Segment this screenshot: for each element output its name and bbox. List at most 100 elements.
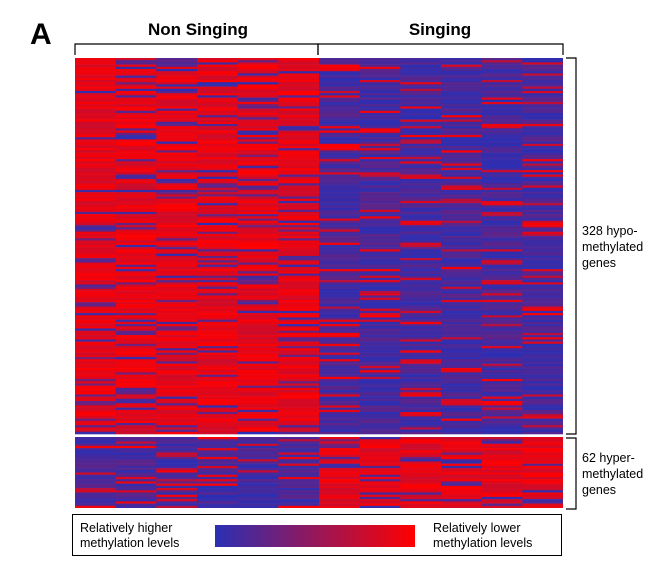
heatmap-cell: [75, 64, 117, 68]
heatmap-cell: [400, 176, 442, 180]
heatmap-cell: [237, 465, 279, 469]
heatmap-cell: [441, 282, 483, 285]
heatmap-cell: [522, 275, 563, 279]
heatmap-cell: [400, 492, 442, 495]
heatmap-cell: [237, 115, 279, 118]
heatmap-cell: [197, 167, 239, 171]
heatmap-cell: [278, 275, 320, 279]
heatmap-cell: [237, 420, 279, 424]
heatmap-cell: [197, 501, 239, 504]
heatmap-cell: [400, 108, 442, 112]
heatmap-cell: [278, 337, 320, 340]
heatmap-cell: [400, 167, 442, 171]
heatmap-cell: [75, 365, 117, 369]
heatmap-cell: [156, 332, 198, 336]
heatmap-cell: [319, 88, 361, 92]
heatmap-cell: [278, 93, 320, 96]
heatmap-cell: [237, 194, 279, 197]
heatmap-cell: [197, 200, 239, 204]
heatmap-cell: [522, 439, 563, 442]
heatmap-cell: [319, 64, 361, 68]
heatmap-cell: [319, 461, 361, 464]
heatmap-cell: [197, 62, 239, 65]
heatmap-cell: [441, 79, 483, 83]
heatmap-cell: [481, 295, 523, 298]
heatmap-cell: [197, 95, 239, 98]
heatmap-cell: [522, 62, 563, 65]
heatmap-cell: [278, 374, 320, 378]
heatmap-cell: [156, 58, 198, 61]
heatmap-cell: [197, 321, 239, 325]
heatmap-cell: [441, 218, 483, 222]
heatmap-cell: [197, 154, 239, 158]
legend-low-label: Relatively higher methylation levels: [80, 521, 180, 550]
heatmap-cell: [75, 225, 117, 228]
heatmap-cell: [197, 315, 239, 318]
heatmap-cell: [400, 134, 442, 138]
heatmap-cell: [522, 258, 563, 261]
heatmap-cell: [237, 463, 279, 467]
heatmap-cell: [319, 313, 361, 316]
heatmap-cell: [319, 260, 361, 263]
heatmap-cell: [156, 172, 198, 175]
heatmap-cell: [115, 429, 157, 433]
heatmap-cell: [522, 414, 563, 417]
heatmap-cell: [75, 359, 117, 362]
heatmap-cell: [481, 291, 523, 294]
heatmap-cell: [75, 310, 117, 314]
heatmap-cell: [522, 159, 563, 162]
heatmap-cell: [237, 238, 279, 241]
heatmap-cell: [522, 326, 563, 329]
heatmap-cell: [441, 112, 483, 116]
heatmap-cell: [319, 251, 361, 254]
heatmap-cell: [481, 302, 523, 305]
heatmap-cell: [197, 396, 239, 400]
heatmap-cell: [522, 249, 563, 252]
heatmap-cell: [481, 99, 523, 103]
heatmap-cell: [481, 350, 523, 353]
heatmap-cell: [441, 479, 483, 482]
heatmap-cell: [156, 459, 198, 462]
heatmap-cell: [75, 280, 117, 283]
heatmap-cell: [75, 295, 117, 298]
heatmap-cell: [319, 306, 361, 309]
heatmap-cell: [441, 207, 483, 211]
heatmap-cell: [197, 286, 239, 290]
heatmap-cell: [359, 220, 401, 224]
heatmap-cell: [75, 374, 117, 378]
heatmap-cell: [237, 291, 279, 294]
heatmap-cell: [278, 405, 320, 408]
heatmap-cell: [75, 189, 117, 193]
heatmap-cell: [441, 359, 483, 362]
heatmap-cell: [75, 137, 117, 140]
heatmap-cell: [197, 82, 239, 85]
heatmap-cell: [237, 68, 279, 72]
heatmap-cell: [319, 492, 361, 495]
heatmap-cell: [522, 379, 563, 382]
heatmap-cell: [522, 77, 563, 81]
heatmap-cell: [400, 62, 442, 65]
heatmap-cell: [319, 441, 361, 444]
heatmap-cell: [522, 264, 563, 268]
heatmap-cell: [441, 306, 483, 309]
heatmap-cell: [197, 341, 239, 345]
heatmap-cell: [156, 454, 198, 458]
heatmap-cell: [319, 60, 361, 63]
heatmap-cell: [75, 66, 117, 70]
heatmap-cell: [319, 343, 361, 347]
heatmap-cell: [197, 106, 239, 109]
heatmap-cell: [197, 479, 239, 482]
heatmap-cell: [481, 431, 523, 435]
heatmap-cell: [319, 396, 361, 400]
heatmap-cell: [522, 468, 563, 471]
heatmap-cell: [522, 154, 563, 158]
heatmap-cell: [400, 350, 442, 353]
heatmap-cell: [400, 222, 442, 226]
heatmap-cell: [441, 178, 483, 182]
heatmap-cell: [197, 326, 239, 329]
heatmap-cell: [319, 496, 361, 500]
heatmap-cell: [481, 363, 523, 367]
heatmap-cell: [359, 231, 401, 235]
heatmap-cell: [319, 326, 361, 329]
heatmap-cell: [481, 503, 523, 507]
